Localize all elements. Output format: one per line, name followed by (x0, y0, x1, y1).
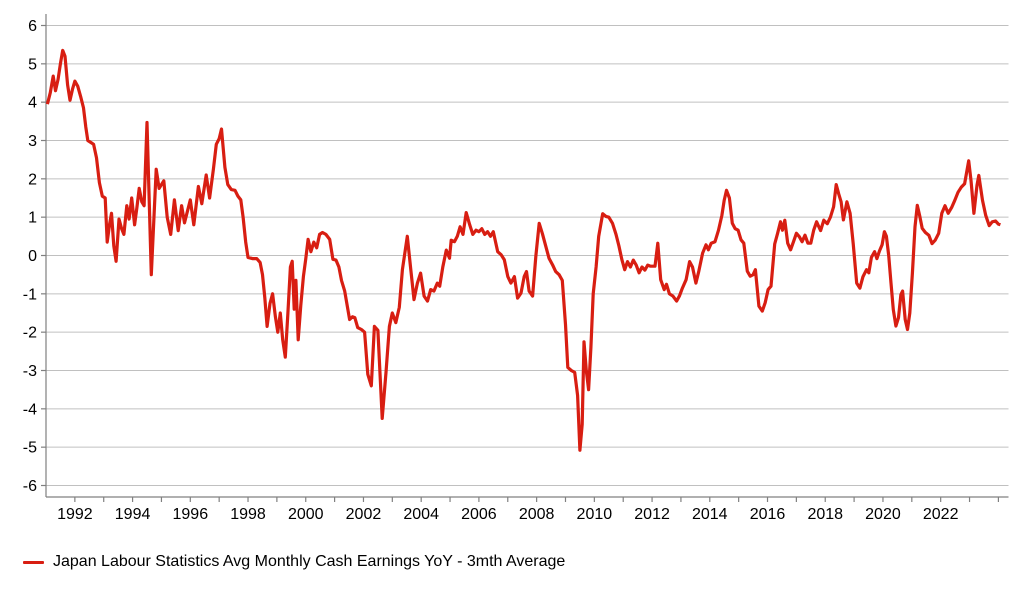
x-axis-tick-label: 2008 (519, 506, 555, 523)
y-axis-tick-label: -4 (23, 401, 37, 418)
x-axis-tick-label: 2014 (692, 506, 728, 523)
x-axis-tick-label: 1996 (173, 506, 209, 523)
chart-canvas: 6 5 4 3 2 1 0 -1 -2 -3 -4 -5 -6 1992 1994 1996 1998 2000 2… (23, 14, 1009, 523)
y-axis-tick-label: -1 (23, 286, 37, 303)
y-axis-tick-label: -5 (23, 440, 37, 457)
x-axis-tick-label: 2004 (403, 506, 439, 523)
x-axis-tick-label: 2012 (634, 506, 670, 523)
y-axis-tick-label: 4 (28, 95, 37, 112)
y-axis-tick-label: -3 (23, 363, 37, 380)
y-axis-tick-label: 5 (28, 56, 37, 73)
x-axis-tick-label: 2016 (750, 506, 786, 523)
x-axis-tick-label: 2018 (807, 506, 843, 523)
legend: Japan Labour Statistics Avg Monthly Cash… (23, 551, 565, 573)
y-axis-tick-label: 1 (28, 210, 37, 227)
x-axis-tick-label: 2006 (461, 506, 497, 523)
x-axis-tick-label: 1998 (230, 506, 266, 523)
y-axis-tick-label: -2 (23, 325, 37, 342)
x-axis-tick-label: 2000 (288, 506, 324, 523)
x-axis-tick-label: 2010 (577, 506, 613, 523)
y-axis-tick-label: 6 (28, 18, 37, 35)
series-line (45, 48, 1001, 452)
x-axis-tick-label: 2020 (865, 506, 901, 523)
y-axis-tick-label: 0 (28, 248, 37, 265)
y-axis-tick-label: 2 (28, 171, 37, 188)
x-axis-tick-label: 1994 (115, 506, 151, 523)
x-axis-tick-label: 1992 (57, 506, 93, 523)
x-axis-tick-label: 2022 (923, 506, 959, 523)
y-axis-tick-label: 3 (28, 133, 37, 150)
x-axis-tick-label: 2002 (346, 506, 382, 523)
legend-line-swatch (23, 560, 44, 564)
legend-label: Japan Labour Statistics Avg Monthly Cash… (53, 553, 566, 570)
y-axis-tick-label: -6 (23, 478, 37, 495)
